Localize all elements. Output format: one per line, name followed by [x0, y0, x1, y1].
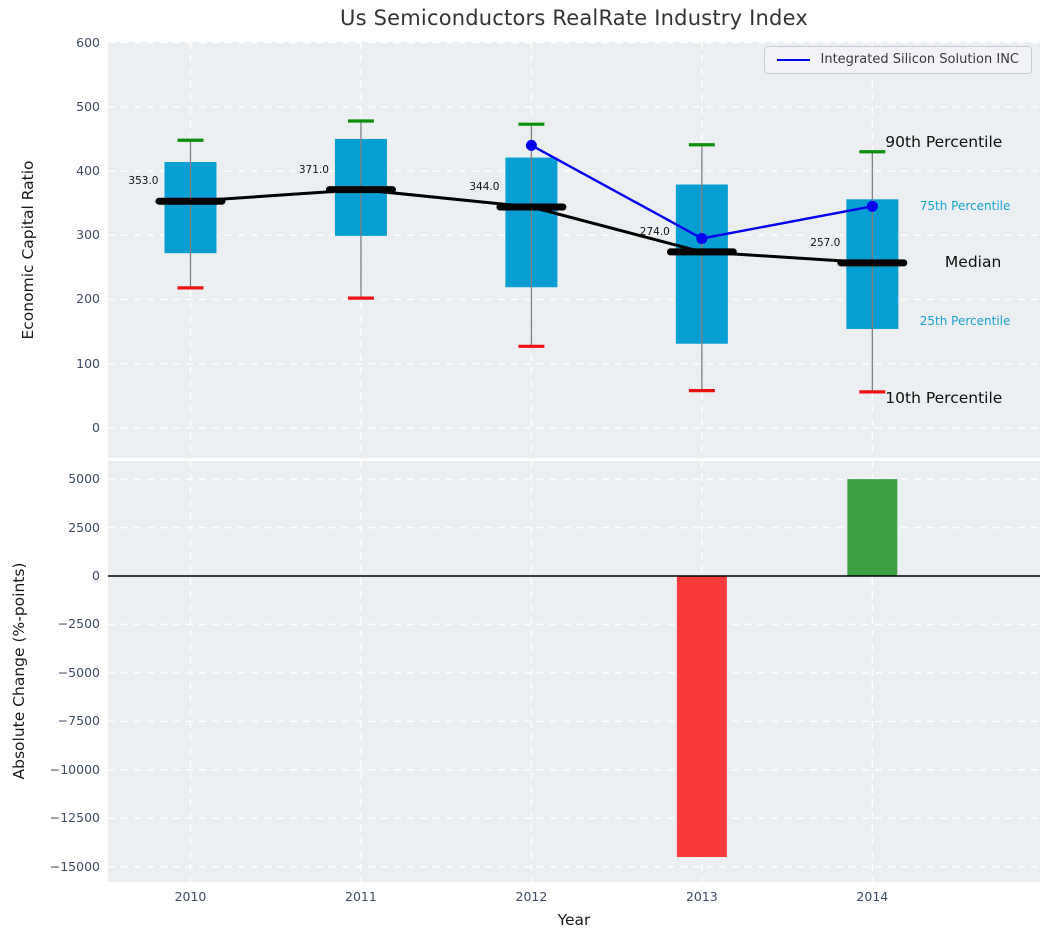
top-y-axis-label: Economic Capital Ratio [19, 160, 37, 340]
legend-line-sample [776, 58, 810, 61]
median-segment-2013 [666, 248, 737, 256]
bottom-y-tick-label: −5000 [57, 664, 100, 680]
annotation-25th-percentile: 25th Percentile [919, 313, 1011, 328]
x-tick-label: 2014 [856, 889, 889, 904]
median-segment-2010 [155, 197, 226, 205]
x-axis-label: Year [557, 911, 591, 929]
bar-chart [108, 461, 1040, 882]
company-point-2013 [696, 232, 708, 244]
bottom-y-tick-label: 2500 [68, 519, 100, 535]
median-value-label-2011: 371.0 [298, 163, 329, 176]
bottom-y-tick-label: −7500 [57, 713, 100, 729]
bottom-panel [108, 461, 1040, 882]
top-panel [108, 42, 1040, 458]
annotation-75th-percentile: 75th Percentile [919, 198, 1011, 213]
change-bar-2013 [676, 576, 727, 858]
company-point-2014 [866, 200, 878, 212]
median-value-label-2013: 274.0 [639, 225, 670, 238]
top-y-tick-label: 0 [92, 419, 100, 435]
top-y-tick-label: 500 [76, 98, 100, 114]
bottom-y-tick-label: −10000 [49, 761, 100, 777]
median-value-label-2010: 353.0 [128, 175, 159, 188]
annotation-10th-percentile: 10th Percentile [885, 389, 1003, 408]
median-value-label-2012: 344.0 [469, 180, 500, 193]
boxplot-chart [108, 42, 1040, 458]
bottom-y-tick-label: −15000 [49, 858, 100, 874]
median-segment-2012 [496, 203, 567, 211]
annotation-90th-percentile: 90th Percentile [885, 132, 1003, 151]
annotation-median: Median [944, 252, 1002, 271]
top-y-tick-label: 100 [76, 355, 100, 371]
x-tick-label: 2010 [174, 889, 207, 904]
bottom-y-tick-label: −2500 [57, 616, 100, 632]
legend: Integrated Silicon Solution INC [763, 46, 1032, 74]
bottom-y-tick-label: 5000 [68, 471, 100, 487]
median-value-label-2014: 257.0 [810, 236, 841, 249]
x-tick-label: 2011 [345, 889, 377, 904]
bottom-y-tick-label: 0 [92, 568, 100, 583]
median-segment-2014 [837, 259, 908, 267]
bottom-y-tick-label: −12500 [49, 810, 100, 826]
top-y-tick-label: 400 [76, 163, 100, 179]
change-bar-2014 [847, 479, 898, 577]
legend-label: Integrated Silicon Solution INC [820, 52, 1020, 67]
x-tick-label: 2013 [685, 889, 718, 904]
x-tick-label: 2012 [515, 889, 548, 904]
median-segment-2011 [325, 186, 396, 194]
company-point-2012 [525, 139, 537, 151]
chart-title: Us Semiconductors RealRate Industry Inde… [340, 6, 808, 30]
top-y-tick-label: 600 [76, 34, 100, 50]
top-y-tick-label: 200 [76, 291, 100, 307]
top-y-tick-label: 300 [76, 227, 100, 243]
